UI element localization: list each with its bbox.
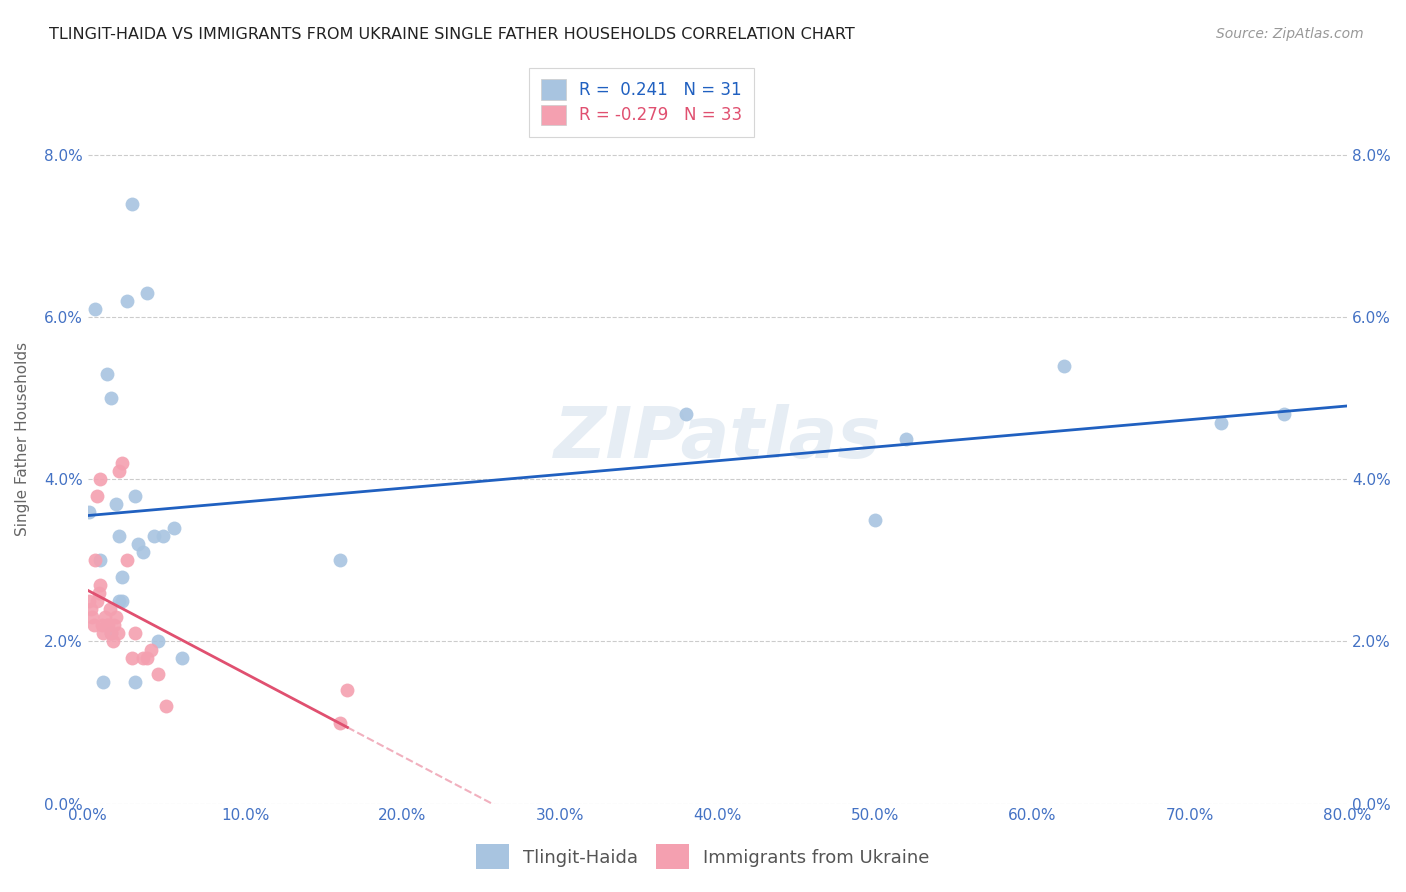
Point xyxy=(96,618,118,632)
Point xyxy=(148,634,170,648)
Point xyxy=(172,650,194,665)
Point xyxy=(136,285,159,300)
Point xyxy=(1053,359,1076,373)
Point xyxy=(124,626,146,640)
Point xyxy=(329,553,352,567)
Point xyxy=(77,594,100,608)
Point xyxy=(94,610,117,624)
Point xyxy=(89,553,111,567)
Point xyxy=(82,610,104,624)
Point xyxy=(132,650,155,665)
Point xyxy=(121,650,143,665)
Point xyxy=(89,472,111,486)
Point xyxy=(104,610,127,624)
Point xyxy=(90,618,112,632)
Legend: R =  0.241   N = 31, R = -0.279   N = 33: R = 0.241 N = 31, R = -0.279 N = 33 xyxy=(530,68,754,136)
Point xyxy=(152,529,174,543)
Text: Source: ZipAtlas.com: Source: ZipAtlas.com xyxy=(1216,27,1364,41)
Y-axis label: Single Father Households: Single Father Households xyxy=(15,342,30,536)
Point xyxy=(863,513,886,527)
Point xyxy=(96,367,118,381)
Point xyxy=(101,634,124,648)
Text: ZIPatlas: ZIPatlas xyxy=(554,404,882,474)
Point xyxy=(100,626,122,640)
Point xyxy=(163,521,186,535)
Point xyxy=(86,594,108,608)
Point xyxy=(1272,408,1295,422)
Point xyxy=(148,666,170,681)
Point xyxy=(675,408,697,422)
Point xyxy=(86,489,108,503)
Point xyxy=(132,545,155,559)
Point xyxy=(83,618,105,632)
Point xyxy=(124,675,146,690)
Point xyxy=(329,715,352,730)
Point xyxy=(87,586,110,600)
Point xyxy=(108,464,131,478)
Point xyxy=(111,569,134,583)
Point xyxy=(1211,416,1233,430)
Point xyxy=(142,529,165,543)
Point xyxy=(336,683,359,698)
Point xyxy=(127,537,149,551)
Point xyxy=(98,602,121,616)
Point xyxy=(108,529,131,543)
Point xyxy=(107,626,129,640)
Point xyxy=(111,594,134,608)
Point xyxy=(896,432,918,446)
Point xyxy=(139,642,162,657)
Legend: Tlingit-Haida, Immigrants from Ukraine: Tlingit-Haida, Immigrants from Ukraine xyxy=(467,835,939,879)
Point xyxy=(124,489,146,503)
Point xyxy=(89,578,111,592)
Point xyxy=(103,618,125,632)
Point xyxy=(111,456,134,470)
Point xyxy=(77,505,100,519)
Point xyxy=(100,391,122,405)
Point xyxy=(80,602,103,616)
Point xyxy=(115,553,138,567)
Point xyxy=(84,301,107,316)
Point xyxy=(136,650,159,665)
Point xyxy=(100,626,122,640)
Text: TLINGIT-HAIDA VS IMMIGRANTS FROM UKRAINE SINGLE FATHER HOUSEHOLDS CORRELATION CH: TLINGIT-HAIDA VS IMMIGRANTS FROM UKRAINE… xyxy=(49,27,855,42)
Point xyxy=(93,675,115,690)
Point xyxy=(115,293,138,308)
Point xyxy=(84,553,107,567)
Point xyxy=(104,497,127,511)
Point xyxy=(93,626,115,640)
Point xyxy=(121,196,143,211)
Point xyxy=(155,699,177,714)
Point xyxy=(97,618,120,632)
Point xyxy=(108,594,131,608)
